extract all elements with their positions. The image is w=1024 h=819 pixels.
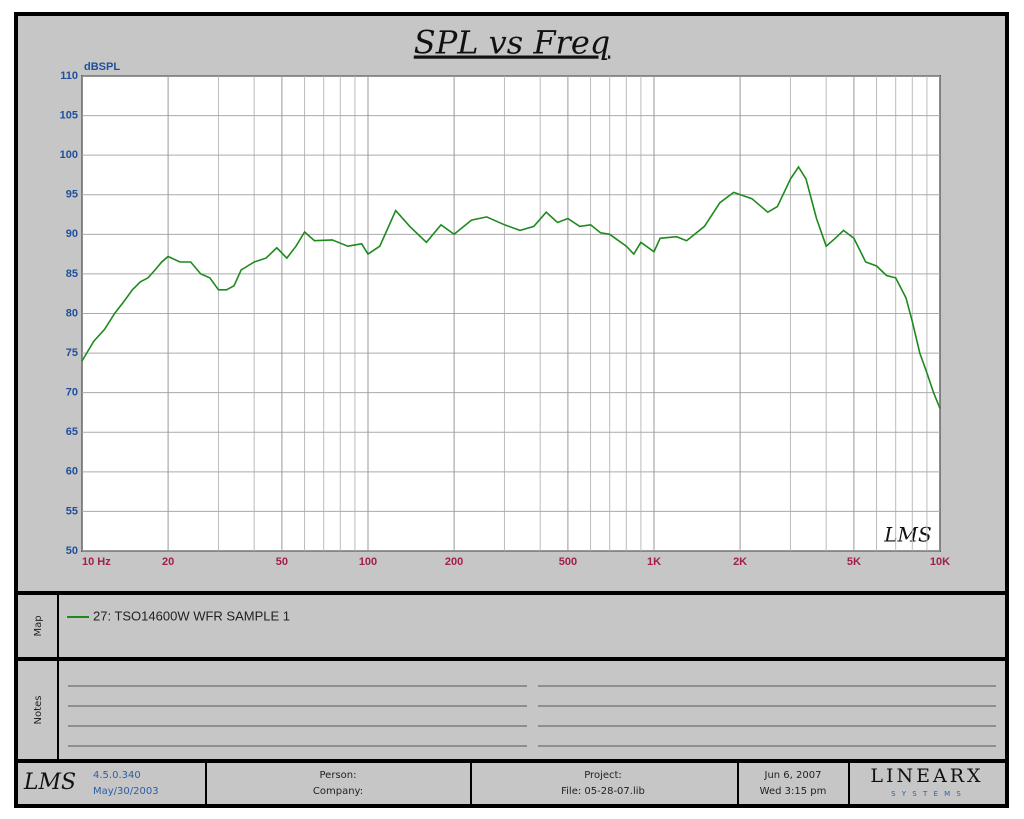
y-tick-label: 55 <box>66 505 78 517</box>
y-tick-label: 110 <box>60 70 78 82</box>
footer-logo: LMS <box>23 770 76 795</box>
x-tick-label: 10 Hz <box>82 556 111 568</box>
time: Wed 3:15 pm <box>760 786 827 797</box>
y-tick-label: 50 <box>66 545 78 557</box>
notes-label: Notes <box>33 696 44 725</box>
brand-sub: S Y S T E M S <box>891 790 963 798</box>
x-tick-label: 5K <box>847 556 861 568</box>
y-tick-label: 80 <box>66 307 78 319</box>
x-tick-label: 20 <box>162 556 174 568</box>
y-tick-label: 100 <box>60 149 78 161</box>
x-tick-label: 500 <box>559 556 577 568</box>
watermark: LMS <box>883 523 931 547</box>
x-tick-label: 2K <box>733 556 747 568</box>
series-line <box>81 165 941 409</box>
footer: LMS 4.5.0.340 May/30/2003 Person: Compan… <box>23 763 983 804</box>
project: Project: <box>584 770 622 781</box>
y-axis-label: dBSPL <box>84 61 120 73</box>
x-tick-label: 200 <box>445 556 463 568</box>
y-tick-label: 75 <box>66 347 78 359</box>
y-tick-label: 105 <box>60 109 78 121</box>
x-tick-label: 1K <box>647 556 661 568</box>
map-label: Map <box>33 615 44 636</box>
x-tick-label: 100 <box>359 556 377 568</box>
y-tick-label: 90 <box>66 228 78 240</box>
y-tick-label: 65 <box>66 426 78 438</box>
brand: LINEARX <box>870 765 983 787</box>
y-tick-label: 70 <box>66 387 78 399</box>
version: 4.5.0.340 <box>93 770 141 781</box>
y-tick-label: 95 <box>66 189 78 201</box>
file: File: 05-28-07.lib <box>561 786 645 797</box>
company: Company: <box>313 786 363 797</box>
date: Jun 6, 2007 <box>764 770 822 781</box>
x-tick-label: 50 <box>276 556 288 568</box>
x-tick-label: 10K <box>930 556 950 568</box>
version-date: May/30/2003 <box>93 786 159 797</box>
chart-title: SPL vs Freq <box>414 24 610 62</box>
person: Person: <box>320 770 357 781</box>
grid <box>81 75 941 552</box>
legend-entry: 27: TSO14600W WFR SAMPLE 1 <box>93 608 290 623</box>
notes-lines <box>68 685 996 747</box>
y-tick-label: 60 <box>66 466 78 478</box>
y-tick-label: 85 <box>66 268 78 280</box>
